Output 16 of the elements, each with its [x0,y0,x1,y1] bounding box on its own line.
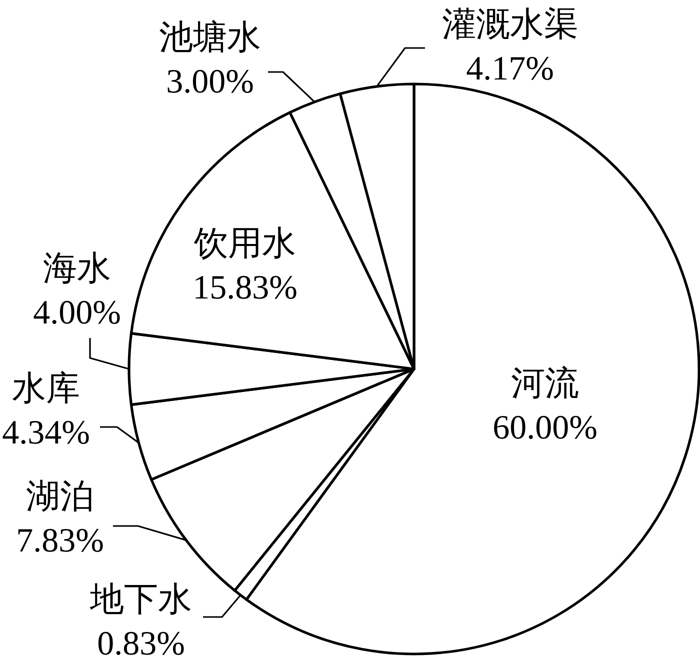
slice-label: 海水 [43,250,111,288]
slice-label: 水库 [12,370,80,408]
slice-label: 河流 [511,366,579,402]
data-label: 0.83% [97,626,185,662]
slice-label: 地下水 [89,582,192,618]
slice-label: 池塘水 [159,20,261,56]
data-label: 4.00% [33,294,121,332]
slice-label: 湖泊 [26,478,94,516]
data-label: 4.34% [2,414,90,452]
slice-label: 饮用水 [193,226,296,262]
data-label: 3.00% [166,64,254,100]
data-label: 60.00% [492,410,598,446]
data-label: 15.83% [192,270,298,306]
data-label: 7.83% [16,522,104,560]
data-label: 4.17% [466,50,554,88]
slice-label: 灌溉水渠 [442,6,578,44]
